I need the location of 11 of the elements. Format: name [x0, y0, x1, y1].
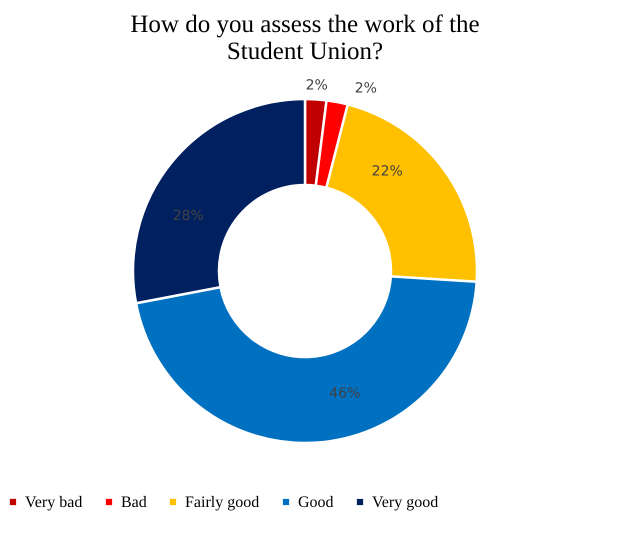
legend-label: Very good: [372, 494, 438, 511]
data-label: 22%: [372, 164, 403, 180]
data-label: 28%: [172, 208, 204, 224]
legend-label: Good: [298, 494, 334, 511]
chart-title: How do you assess the work of the Student Union?: [130, 11, 480, 65]
data-label: 2%: [306, 77, 328, 94]
legend-label: Bad: [121, 494, 147, 511]
legend-label: Fairly good: [185, 494, 260, 511]
data-label: 2%: [354, 80, 377, 96]
legend-label: Very bad: [25, 494, 82, 511]
data-label: 46%: [329, 386, 360, 402]
